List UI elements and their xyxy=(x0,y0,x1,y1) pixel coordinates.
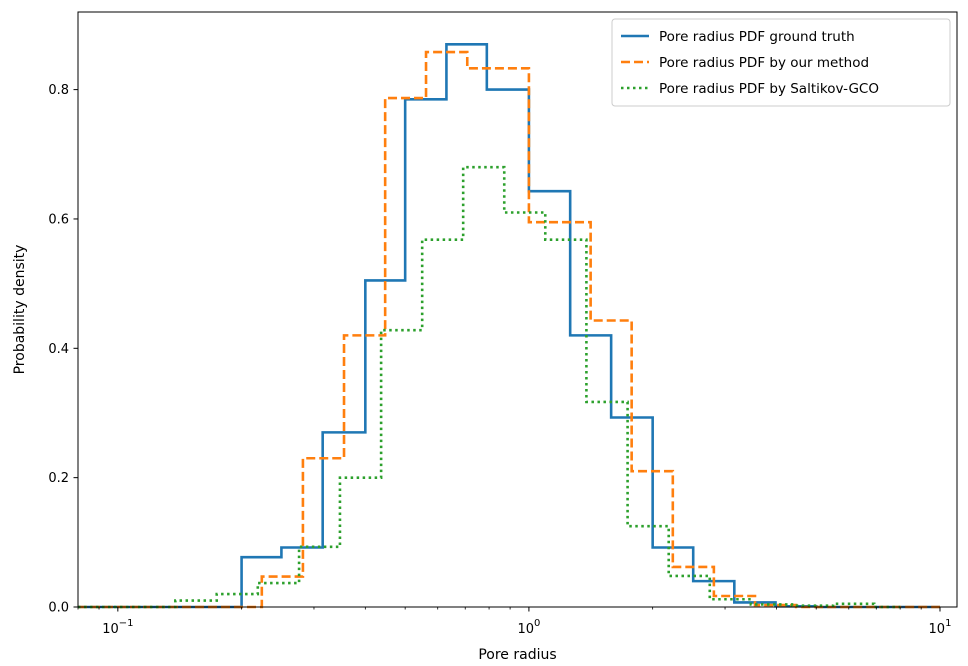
series-line-3 xyxy=(78,165,901,609)
series-line-2 xyxy=(78,50,940,609)
y-tick-label: 0.4 xyxy=(48,342,69,357)
plot-frame xyxy=(77,11,958,608)
x-tick-label: 100 xyxy=(517,618,540,637)
series-line-1 xyxy=(78,43,940,609)
y-tick-label: 0.0 xyxy=(48,601,69,616)
series-layer xyxy=(78,43,940,609)
legend-label-2: Pore radius PDF by our method xyxy=(659,55,869,71)
legend-label-3: Pore radius PDF by Saltikov-GCO xyxy=(659,81,879,97)
y-tick-label: 0.2 xyxy=(48,471,69,486)
legend: Pore radius PDF ground truth Pore radius … xyxy=(611,18,951,107)
legend-box xyxy=(611,18,951,107)
x-axis-label: Pore radius xyxy=(478,647,556,663)
y-tick-label: 0.6 xyxy=(48,212,69,227)
y-axis-label: Probability density xyxy=(12,245,28,375)
x-tick-label: 101 xyxy=(929,618,952,637)
ticks-layer: 10−1 100 101 0.0 0.2 0.4 0.6 0.8 xyxy=(48,83,951,637)
x-tick-label: 10−1 xyxy=(102,618,133,637)
legend-label-1: Pore radius PDF ground truth xyxy=(659,29,855,45)
y-tick-label: 0.8 xyxy=(48,83,69,98)
